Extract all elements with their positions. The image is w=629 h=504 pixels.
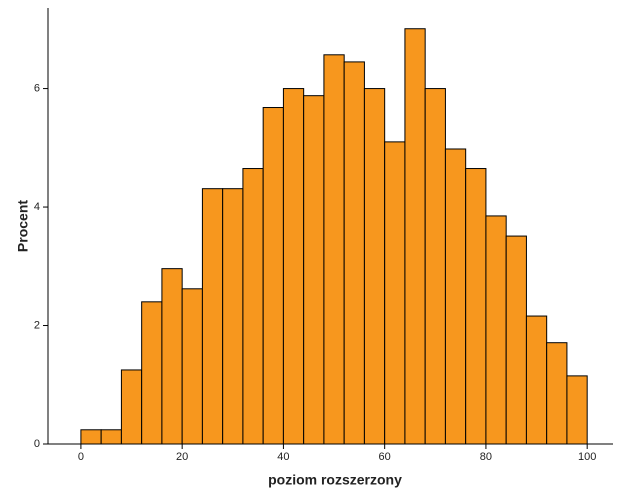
x-tick-label: 80 — [480, 451, 492, 463]
bar — [444, 148, 467, 445]
y-tick-label: 4 — [34, 201, 40, 213]
bar — [485, 215, 507, 445]
bar — [201, 188, 224, 445]
bar — [120, 369, 143, 445]
x-tick-label: 20 — [176, 451, 188, 463]
bar — [525, 315, 548, 445]
x-axis-title: poziom rozszerzony — [268, 472, 402, 488]
bar — [222, 188, 244, 445]
bar — [363, 88, 386, 445]
bar — [505, 235, 527, 445]
y-tick-label: 0 — [34, 438, 40, 450]
y-axis-title: Procent — [15, 200, 31, 252]
bar — [242, 168, 264, 445]
bar — [323, 54, 345, 445]
bar — [424, 88, 446, 445]
bar — [303, 95, 325, 445]
x-tick-label: 100 — [578, 451, 596, 463]
bar — [566, 375, 588, 445]
bar — [80, 429, 102, 445]
bar — [546, 342, 568, 445]
y-tick-label: 6 — [34, 82, 40, 94]
bar — [404, 28, 426, 445]
x-tick-label: 60 — [379, 451, 391, 463]
x-tick-label: 40 — [277, 451, 289, 463]
bar — [343, 61, 365, 445]
bar — [161, 268, 183, 445]
bar — [141, 301, 163, 445]
bar — [181, 288, 203, 445]
bar — [384, 141, 406, 445]
bar — [262, 107, 284, 445]
bar — [100, 429, 122, 445]
bar — [465, 168, 487, 445]
bar — [282, 88, 305, 445]
x-tick-label: 0 — [78, 451, 84, 463]
y-tick-label: 2 — [34, 319, 40, 331]
